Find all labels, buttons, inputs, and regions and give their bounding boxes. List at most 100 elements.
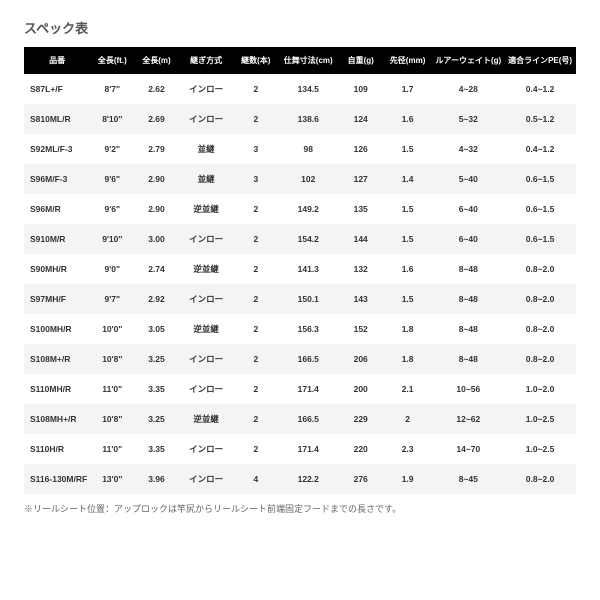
table-cell: 154.2 [278,224,339,254]
table-cell: 1.8 [383,344,433,374]
table-cell: 1.0~2.5 [504,404,576,434]
table-cell: 4 [234,464,278,494]
table-cell: 276 [339,464,383,494]
table-cell: S100MH/R [24,314,90,344]
table-cell: 1.8 [383,314,433,344]
table-cell: 171.4 [278,434,339,464]
table-cell: 149.2 [278,194,339,224]
table-cell: 109 [339,74,383,104]
table-cell: 8~45 [432,464,504,494]
table-cell: 3.96 [134,464,178,494]
table-cell: 2 [234,74,278,104]
table-cell: 逆並継 [179,404,234,434]
table-cell: 0.8~2.0 [504,284,576,314]
table-cell: S116-130M/RF [24,464,90,494]
table-cell: 144 [339,224,383,254]
table-cell: 2.1 [383,374,433,404]
table-cell: 9'6" [90,164,134,194]
table-cell: 14~70 [432,434,504,464]
table-cell: 229 [339,404,383,434]
page-title: スペック表 [24,18,576,37]
table-cell: 2 [234,314,278,344]
table-cell: 102 [278,164,339,194]
column-header: 仕舞寸法(cm) [278,47,339,74]
table-cell: 0.6~1.5 [504,194,576,224]
table-cell: 2 [234,404,278,434]
table-cell: 3.35 [134,374,178,404]
table-cell: 8~48 [432,284,504,314]
table-cell: 8~48 [432,344,504,374]
column-header: ルアーウェイト(g) [432,47,504,74]
table-row: S92ML/F-39'2"2.79並継3981261.54~320.4~1.2 [24,134,576,164]
table-cell: 3.35 [134,434,178,464]
table-cell: 8'7" [90,74,134,104]
table-cell: 2 [234,224,278,254]
table-cell: 4~32 [432,134,504,164]
table-cell: 12~62 [432,404,504,434]
table-cell: 150.1 [278,284,339,314]
table-row: S87L+/F8'7"2.62インロー2134.51091.74~280.4~1… [24,74,576,104]
table-cell: 2.92 [134,284,178,314]
table-cell: S87L+/F [24,74,90,104]
table-cell: 141.3 [278,254,339,284]
table-cell: 1.6 [383,104,433,134]
table-cell: 9'7" [90,284,134,314]
table-cell: 0.5~1.2 [504,104,576,134]
table-cell: インロー [179,464,234,494]
table-cell: S108MH+/R [24,404,90,434]
table-cell: 9'2" [90,134,134,164]
table-cell: 2 [234,434,278,464]
table-cell: 0.4~1.2 [504,134,576,164]
table-cell: 1.9 [383,464,433,494]
table-row: S90MH/R9'0"2.74逆並継2141.31321.68~480.8~2.… [24,254,576,284]
table-cell: 134.5 [278,74,339,104]
table-cell: 逆並継 [179,194,234,224]
table-cell: 127 [339,164,383,194]
table-cell: 138.6 [278,104,339,134]
table-cell: 0.8~2.0 [504,344,576,374]
table-cell: S97MH/F [24,284,90,314]
table-cell: 9'0" [90,254,134,284]
column-header: 継数(本) [234,47,278,74]
table-cell: 1.6 [383,254,433,284]
table-cell: 1.5 [383,224,433,254]
table-cell: 152 [339,314,383,344]
table-cell: 6~40 [432,194,504,224]
table-cell: 220 [339,434,383,464]
table-cell: 3 [234,164,278,194]
table-cell: 2.3 [383,434,433,464]
table-cell: 3.25 [134,404,178,434]
table-cell: 2 [234,344,278,374]
table-cell: 4~28 [432,74,504,104]
table-cell: 10'8" [90,404,134,434]
table-cell: インロー [179,284,234,314]
table-cell: 10'8" [90,344,134,374]
spec-table: 品番全長(ft.)全長(m)継ぎ方式継数(本)仕舞寸法(cm)自重(g)先径(m… [24,47,576,494]
table-cell: 逆並継 [179,314,234,344]
table-cell: 135 [339,194,383,224]
table-cell: 166.5 [278,344,339,374]
table-cell: インロー [179,224,234,254]
table-cell: S92ML/F-3 [24,134,90,164]
table-row: S96M/R9'6"2.90逆並継2149.21351.56~400.6~1.5 [24,194,576,224]
table-row: S110H/R11'0"3.35インロー2171.42202.314~701.0… [24,434,576,464]
table-row: S910M/R9'10"3.00インロー2154.21441.56~400.6~… [24,224,576,254]
column-header: 全長(ft.) [90,47,134,74]
table-cell: 2 [383,404,433,434]
table-cell: 11'0" [90,434,134,464]
table-body: S87L+/F8'7"2.62インロー2134.51091.74~280.4~1… [24,74,576,494]
table-cell: 2 [234,104,278,134]
table-row: S110MH/R11'0"3.35インロー2171.42002.110~561.… [24,374,576,404]
table-cell: S110MH/R [24,374,90,404]
table-cell: 3.00 [134,224,178,254]
table-cell: 2.69 [134,104,178,134]
column-header: 先径(mm) [383,47,433,74]
table-row: S108MH+/R10'8"3.25逆並継2166.5229212~621.0~… [24,404,576,434]
footnote: ※リールシート位置：アップロックは竿尻からリールシート前端固定フードまでの長さで… [24,502,576,515]
table-cell: 10~56 [432,374,504,404]
table-cell: 200 [339,374,383,404]
table-cell: 9'10" [90,224,134,254]
table-cell: 1.4 [383,164,433,194]
table-cell: 2.62 [134,74,178,104]
table-cell: S110H/R [24,434,90,464]
